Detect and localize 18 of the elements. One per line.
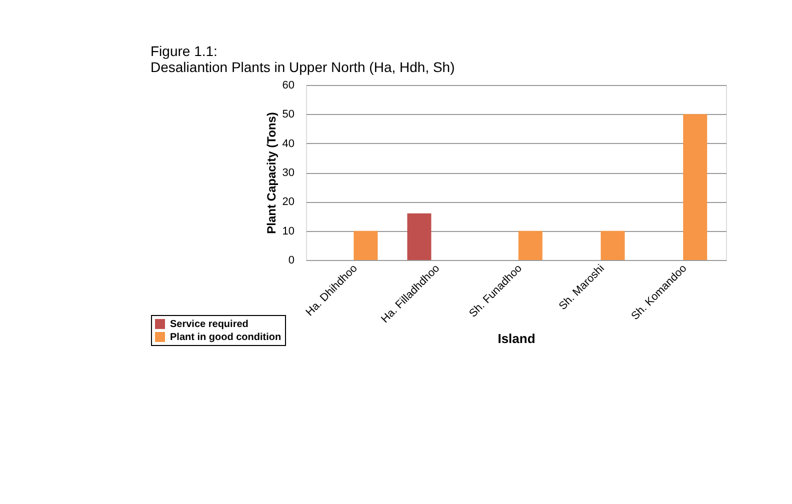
- y-tick-label: 10: [282, 225, 294, 238]
- y-tick-label: 30: [282, 167, 294, 179]
- y-tick-label: 50: [282, 108, 294, 121]
- y-tick-label: 0: [288, 254, 294, 266]
- y-tick-label: 20: [282, 196, 294, 208]
- y-tick-label: 40: [282, 138, 294, 150]
- text: Desaliantion Plants in Upper North (Ha, Hdh, Sh): [150, 59, 455, 75]
- y-tick-label: 60: [282, 80, 294, 92]
- legend-label: Service required: [170, 319, 248, 330]
- text: Figure 1.1:: [150, 43, 218, 59]
- bar: [407, 213, 432, 260]
- legend-label: Plant in good condition: [170, 332, 282, 343]
- bar: [600, 230, 625, 260]
- x-axis-title: Island: [498, 330, 536, 346]
- y-axis-title: Plant Capacity (Tons): [264, 112, 278, 234]
- bar: [354, 230, 378, 260]
- bar: [683, 114, 708, 260]
- bar: [518, 230, 542, 260]
